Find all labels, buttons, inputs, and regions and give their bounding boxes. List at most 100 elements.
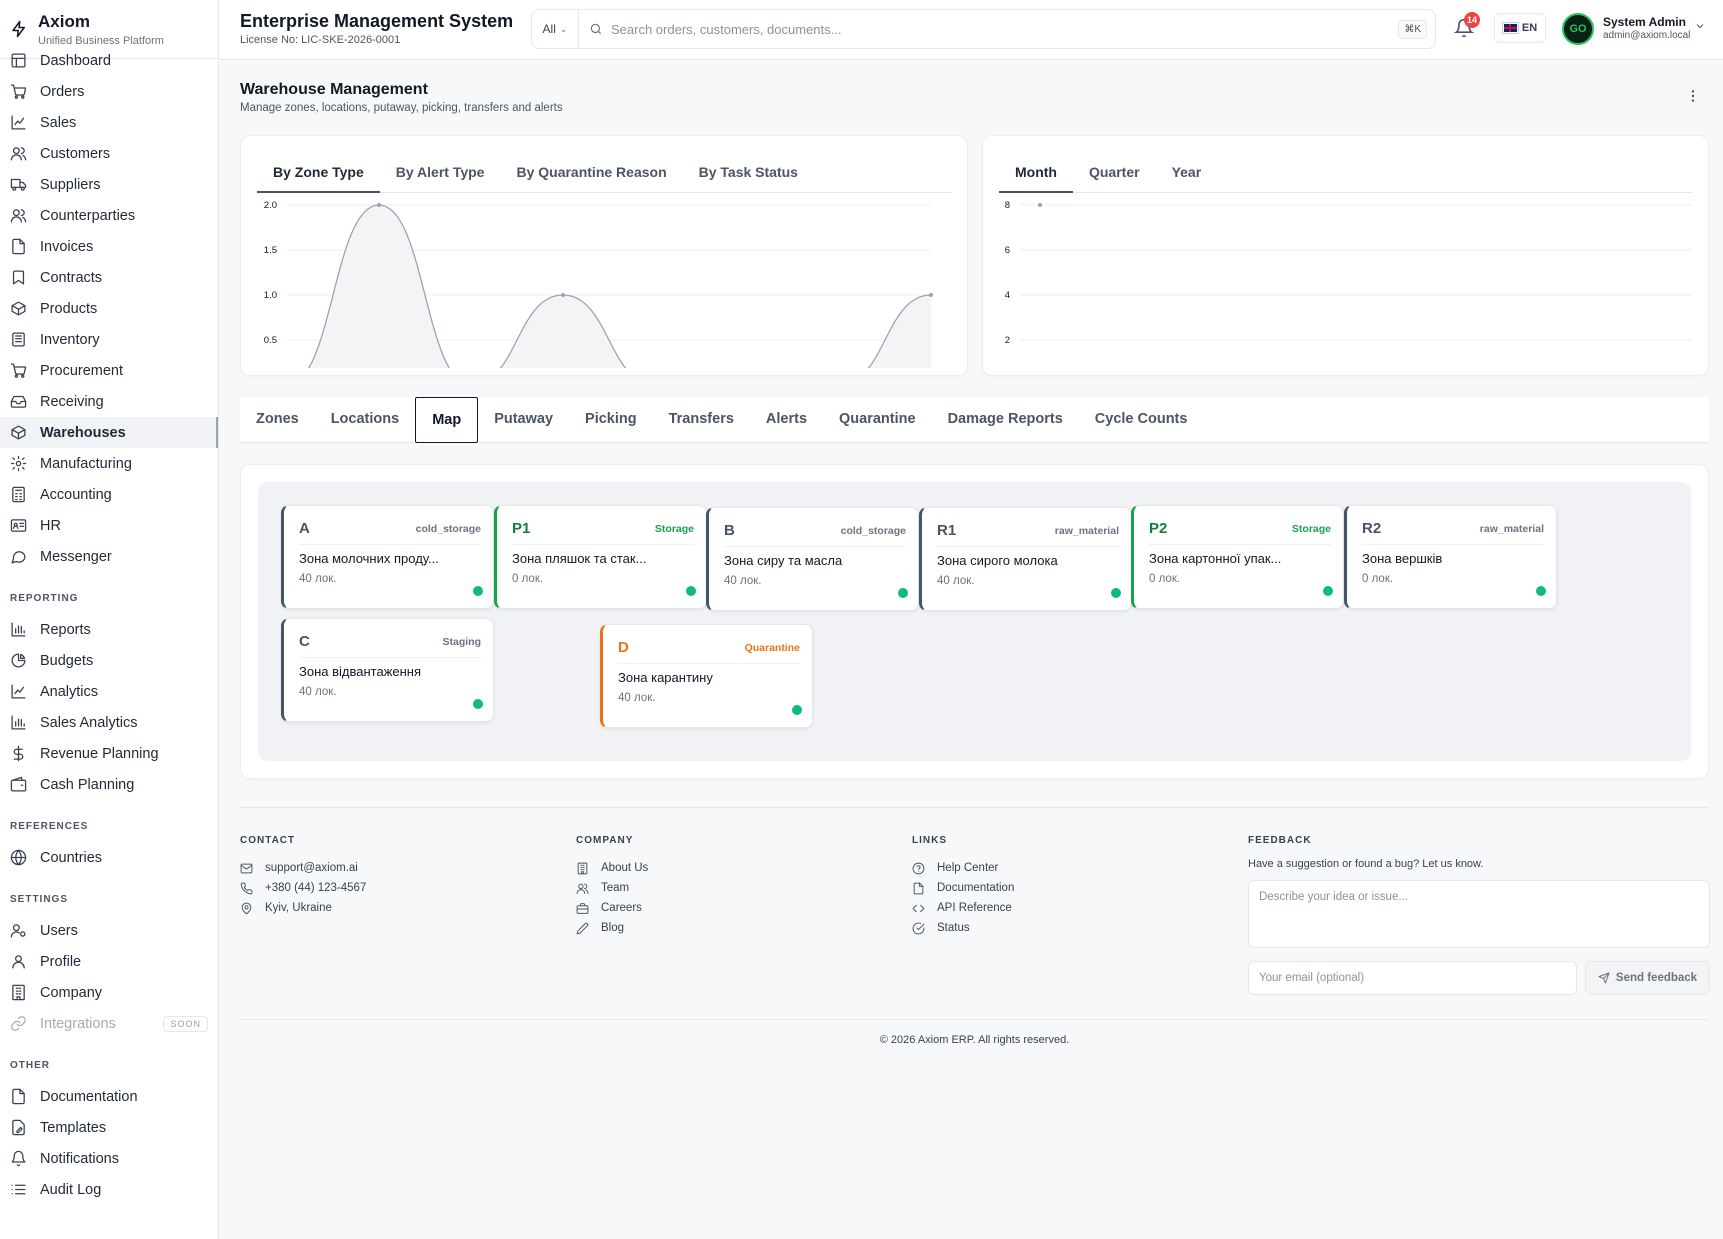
sidebar-item-messenger[interactable]: Messenger	[0, 541, 218, 572]
document-icon	[12, 1088, 25, 1105]
feedback-textarea[interactable]	[1248, 880, 1710, 948]
sidebar-item-accounting[interactable]: Accounting	[0, 479, 218, 510]
sidebar-item-receiving[interactable]: Receiving	[0, 386, 218, 417]
sidebar-item-revenue-planning[interactable]: Revenue Planning	[0, 738, 218, 769]
chart-tab-month[interactable]: Month	[999, 156, 1073, 193]
sidebar-item-contracts[interactable]: Contracts	[0, 262, 218, 293]
send-feedback-button[interactable]: Send feedback	[1585, 961, 1710, 995]
y-tick-label: 2.0	[264, 200, 277, 211]
tab-damage-reports[interactable]: Damage Reports	[947, 411, 1063, 427]
zone-card-d[interactable]: D Quarantine Зона карантину 40 лок.	[600, 624, 813, 728]
sidebar-item-sales-analytics[interactable]: Sales Analytics	[0, 707, 218, 738]
sidebar-item-counterparties[interactable]: Counterparties	[0, 200, 218, 231]
tab-transfers[interactable]: Transfers	[668, 411, 734, 427]
user-cog-icon	[10, 924, 26, 938]
sidebar-item-notifications[interactable]: Notifications	[0, 1143, 218, 1174]
chart-tab-by-quarantine-reason[interactable]: By Quarantine Reason	[516, 164, 667, 180]
avatar[interactable]: GO	[1562, 13, 1594, 45]
sidebar-item-inventory[interactable]: Inventory	[0, 324, 218, 355]
notifications-bell-icon[interactable]	[1454, 18, 1474, 38]
tab-quarantine[interactable]: Quarantine	[839, 411, 916, 427]
sidebar-item-label: Invoices	[40, 238, 94, 255]
sidebar-item-manufacturing[interactable]: Manufacturing	[0, 448, 218, 479]
sidebar-item-analytics[interactable]: Analytics	[0, 676, 218, 707]
sidebar-item-budgets[interactable]: Budgets	[0, 645, 218, 676]
sidebar-item-warehouses[interactable]: Warehouses	[0, 417, 218, 448]
tab-map[interactable]: Map	[415, 397, 479, 443]
sidebar-item-label: Budgets	[40, 652, 94, 669]
tab-locations[interactable]: Locations	[330, 411, 400, 427]
footer-link-support-axiom-ai[interactable]: support@axiom.ai	[240, 858, 366, 878]
sidebar-item-users[interactable]: Users	[0, 915, 218, 946]
zone-card-r2[interactable]: R2 raw_material Зона вершків 0 лок.	[1344, 505, 1557, 609]
sidebar-item-countries[interactable]: Countries	[0, 842, 218, 873]
sidebar-item-hr[interactable]: HR	[0, 510, 218, 541]
sidebar-item-company[interactable]: Company	[0, 977, 218, 1008]
sidebar-item-procurement[interactable]: Procurement	[0, 355, 218, 386]
zone-type: raw_material	[1479, 523, 1544, 535]
sidebar-item-profile[interactable]: Profile	[0, 946, 218, 977]
tab-picking[interactable]: Picking	[585, 411, 637, 427]
zone-card-p2[interactable]: P2 Storage Зона картонної упак... 0 лок.	[1131, 505, 1344, 609]
page-subtitle: Manage zones, locations, putaway, pickin…	[240, 102, 563, 114]
data-point[interactable]	[929, 293, 933, 297]
series-area	[308, 205, 931, 368]
language-switcher[interactable]: EN	[1494, 13, 1546, 43]
building-icon	[577, 862, 588, 874]
tab-alerts[interactable]: Alerts	[765, 411, 808, 427]
footer-link-label: +380 (44) 123-4567	[265, 882, 367, 894]
chevron-down-icon[interactable]	[1694, 20, 1706, 32]
search-input[interactable]	[603, 21, 1399, 37]
zone-card-p1[interactable]: P1 Storage Зона пляшок та стак... 0 лок.	[494, 505, 707, 609]
sidebar-item-customers[interactable]: Customers	[0, 138, 218, 169]
chart-tab-by-alert-type[interactable]: By Alert Type	[395, 164, 485, 180]
footer-link-documentation[interactable]: Documentation	[912, 878, 1014, 898]
more-vertical-icon[interactable]	[1685, 88, 1701, 104]
sidebar-item-integrations[interactable]: Integrations SOON	[0, 1008, 218, 1039]
zone-card-c[interactable]: C Staging Зона відвантаження 40 лок.	[281, 618, 494, 722]
sidebar-item-invoices[interactable]: Invoices	[0, 231, 218, 262]
tab-zones[interactable]: Zones	[256, 411, 299, 427]
data-point[interactable]	[377, 203, 381, 207]
chart-tab-quarter[interactable]: Quarter	[1088, 164, 1140, 180]
footer-link-team[interactable]: Team	[576, 878, 648, 898]
sidebar-item-audit-log[interactable]: Audit Log	[0, 1174, 218, 1205]
sidebar-item-orders[interactable]: Orders	[0, 76, 218, 107]
search-scope-select[interactable]: All ⌄	[532, 10, 579, 48]
chart-tab-by-zone-type[interactable]: By Zone Type	[257, 156, 380, 193]
tab-putaway[interactable]: Putaway	[494, 411, 554, 427]
footer-link-blog[interactable]: Blog	[576, 918, 648, 938]
tab-cycle-counts[interactable]: Cycle Counts	[1094, 411, 1188, 427]
zone-card-r1[interactable]: R1 raw_material Зона сирого молока 40 лок.	[919, 507, 1132, 611]
footer-company-list: About Us Team Careers Blog	[576, 858, 648, 938]
sidebar-item-cash-planning[interactable]: Cash Planning	[0, 769, 218, 800]
footer-link-about-us[interactable]: About Us	[576, 858, 648, 878]
footer-link-careers[interactable]: Careers	[576, 898, 648, 918]
sidebar-item-dashboard[interactable]: Dashboard	[0, 45, 218, 76]
feedback-email-input[interactable]	[1248, 961, 1577, 995]
chart-tab-by-task-status[interactable]: By Task Status	[698, 164, 798, 180]
chart-tab-year[interactable]: Year	[1171, 164, 1202, 180]
phone-icon	[240, 882, 253, 894]
sidebar-item-label: Reports	[40, 621, 91, 638]
footer-link-label: Blog	[601, 922, 625, 934]
sidebar-item-documentation[interactable]: Documentation	[0, 1081, 218, 1112]
sidebar-item-templates[interactable]: Templates	[0, 1112, 218, 1143]
footer-link-status[interactable]: Status	[912, 918, 1014, 938]
sidebar-item-reports[interactable]: Reports	[0, 614, 218, 645]
data-point[interactable]	[561, 293, 565, 297]
sidebar-item-suppliers[interactable]: Suppliers	[0, 169, 218, 200]
footer-link-api-reference[interactable]: API Reference	[912, 898, 1014, 918]
brand[interactable]: Axiom Unified Business Platform	[0, 0, 218, 59]
code-icon	[912, 904, 925, 912]
footer-link-kyiv-ukraine[interactable]: Kyiv, Ukraine	[240, 898, 366, 918]
sidebar-item-sales[interactable]: Sales	[0, 107, 218, 138]
zone-divider	[1362, 544, 1544, 545]
sidebar-item-products[interactable]: Products	[0, 293, 218, 324]
footer-link-380-44-123-4567[interactable]: +380 (44) 123-4567	[240, 878, 366, 898]
user-name[interactable]: System Admin	[1603, 15, 1686, 29]
data-point[interactable]	[1038, 203, 1042, 207]
footer-link-help-center[interactable]: Help Center	[912, 858, 1014, 878]
